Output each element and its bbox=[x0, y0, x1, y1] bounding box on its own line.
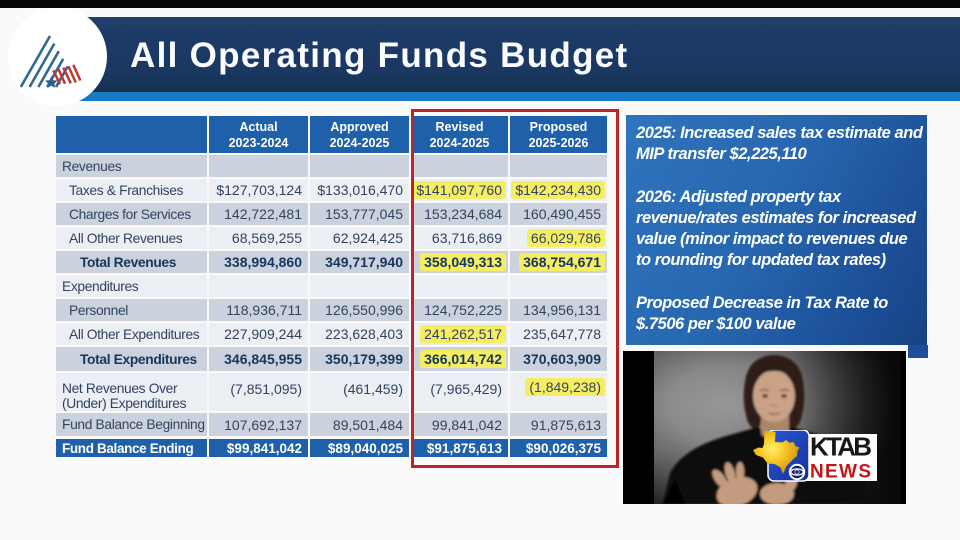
svg-text:KTAB: KTAB bbox=[810, 432, 872, 462]
svg-text:NEWS: NEWS bbox=[810, 462, 871, 483]
